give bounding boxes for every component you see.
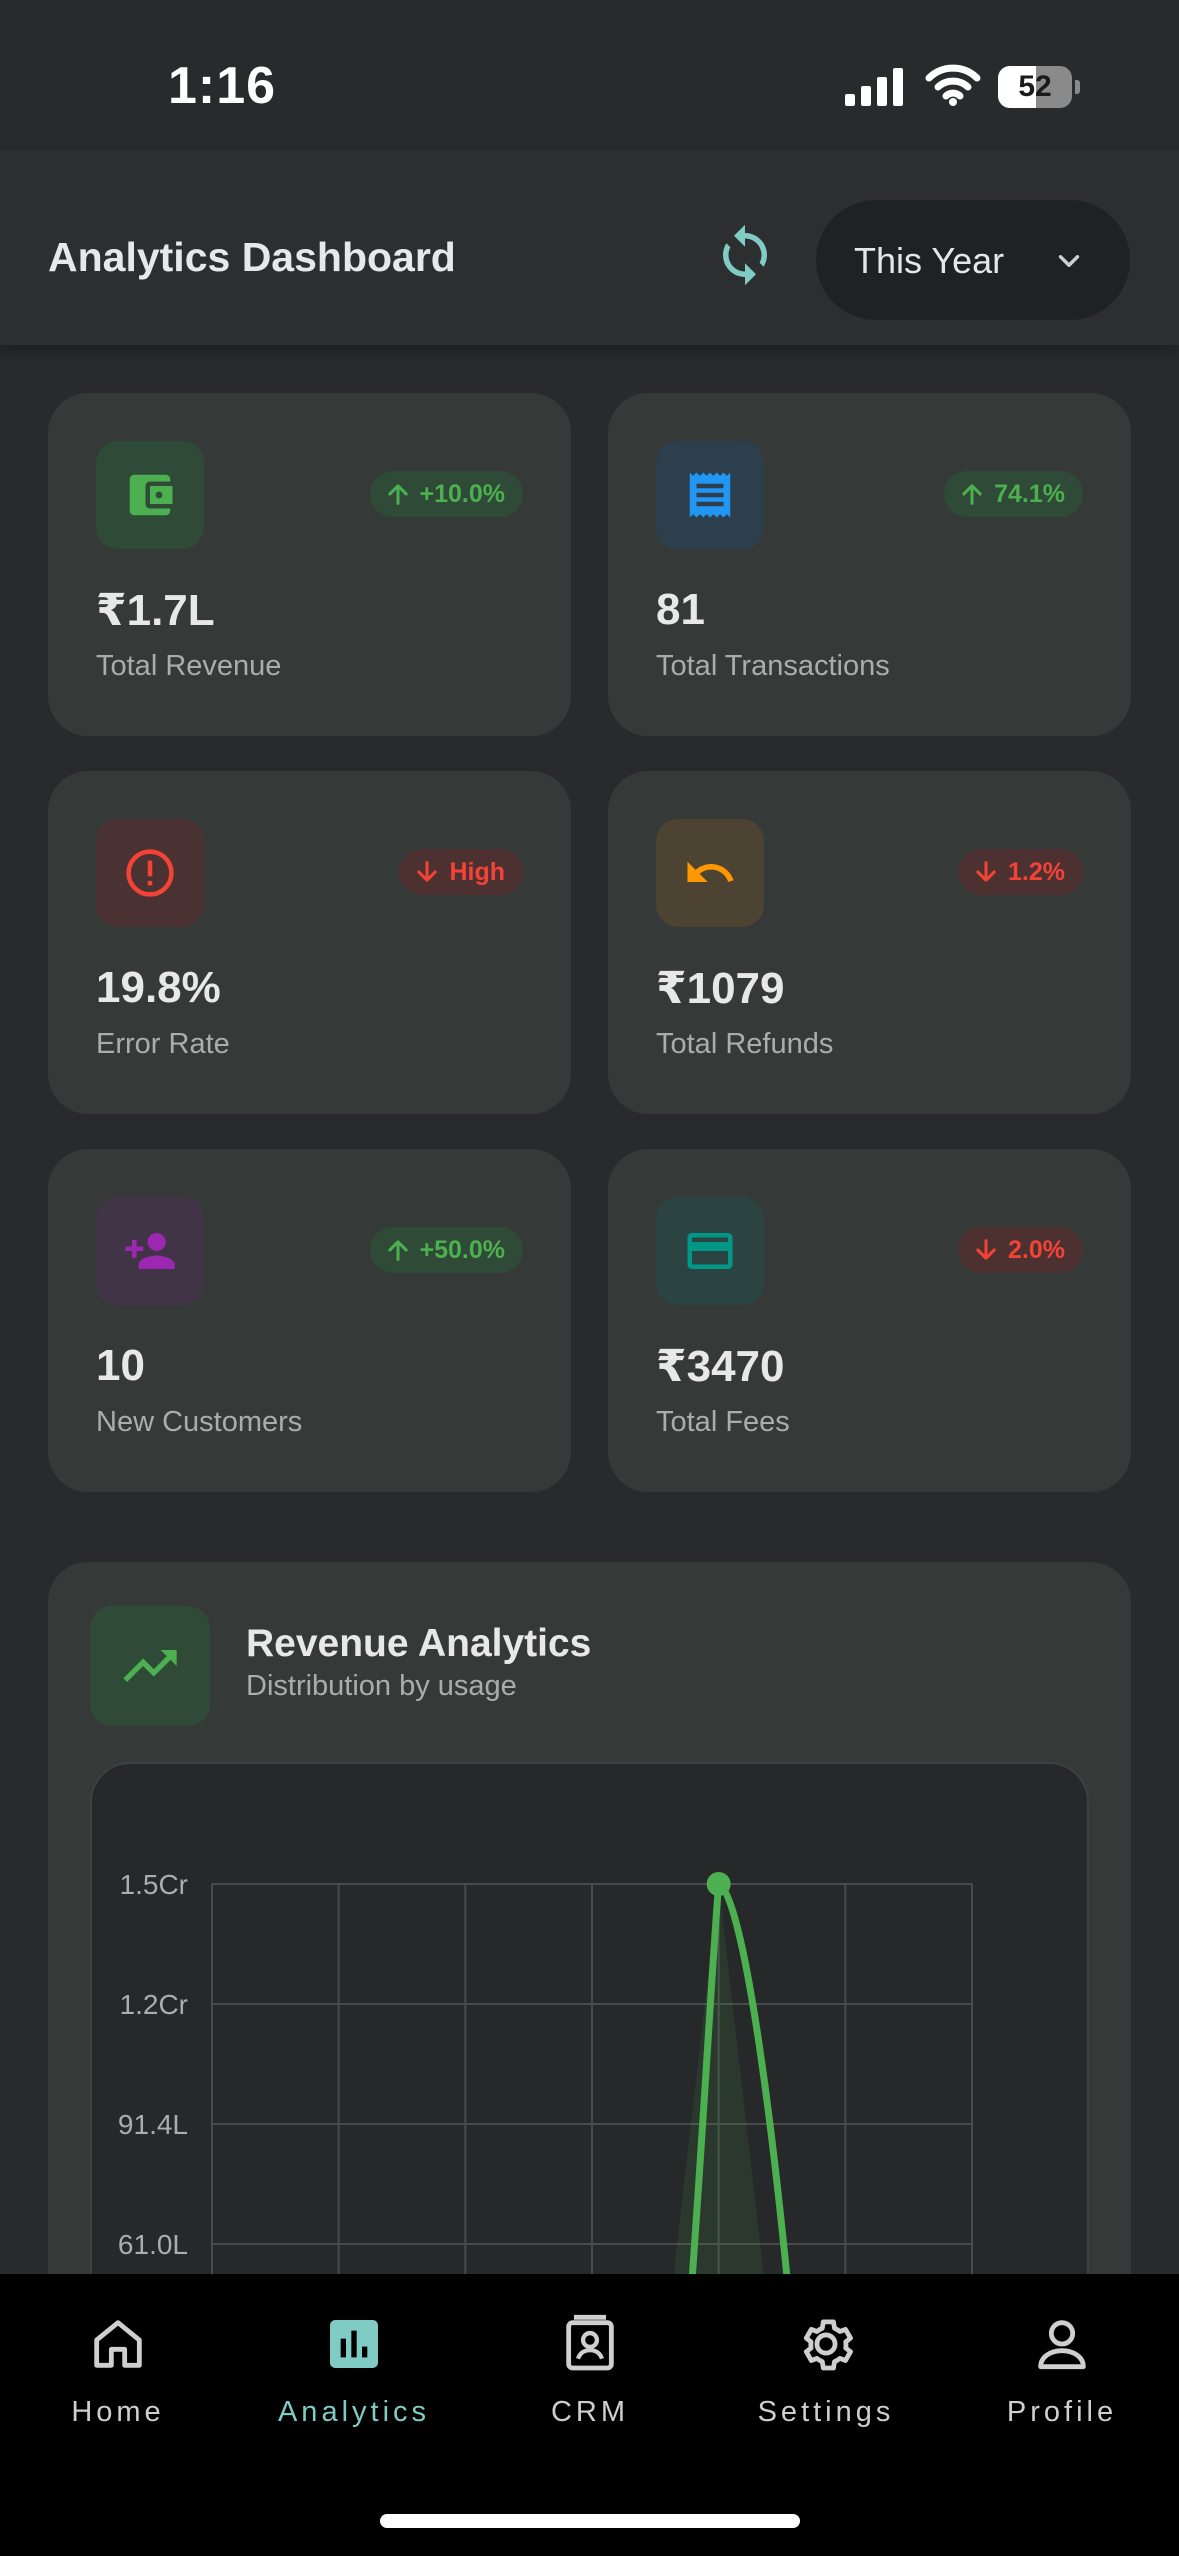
person-icon	[1038, 2320, 1086, 2370]
page-title: Analytics Dashboard	[48, 234, 456, 280]
stat-value: ₹1.7L	[96, 586, 215, 635]
stat-value: ₹3470	[656, 1342, 785, 1391]
battery-level: 52	[1018, 70, 1052, 103]
nav-item-analytics[interactable]: Analytics	[236, 2274, 472, 2444]
home-indicator	[380, 2514, 800, 2528]
arrow-up-icon	[962, 484, 982, 505]
y-tick-label: 1.2Cr	[120, 1989, 188, 2020]
trend-badge: +10.0%	[369, 471, 523, 517]
status-time: 1:16	[168, 57, 277, 115]
gear-icon	[803, 2319, 853, 2371]
trend-badge: +50.0%	[369, 1227, 523, 1273]
wifi-icon	[925, 64, 981, 106]
trend-badge: 1.2%	[958, 849, 1083, 895]
arrow-down-icon	[417, 861, 438, 882]
stat-value: 81	[656, 585, 705, 634]
stat-label: New Customers	[96, 1406, 303, 1438]
battery-icon: 52	[998, 66, 1080, 108]
nav-label: Profile	[1006, 2396, 1118, 2428]
section-title: Revenue Analytics	[246, 1622, 592, 1665]
stat-card-total-fees[interactable]: 2.0% ₹3470 Total Fees	[608, 1149, 1131, 1492]
nav-label: Analytics	[277, 2396, 431, 2428]
stat-card-total-transactions[interactable]: 74.1% 81 Total Transactions	[608, 393, 1131, 736]
chevron-down-icon	[1058, 255, 1080, 267]
home-icon	[94, 2320, 142, 2368]
stat-value: 19.8%	[96, 963, 221, 1012]
nav-item-settings[interactable]: Settings	[708, 2274, 944, 2444]
refresh-icon[interactable]	[712, 222, 778, 288]
nav-label: CRM	[550, 2396, 630, 2428]
stat-value: 10	[96, 1341, 145, 1390]
trend-badge: 2.0%	[958, 1227, 1083, 1273]
period-value: This Year	[854, 240, 1005, 281]
arrow-up-icon	[387, 1240, 408, 1261]
trend-badge: 74.1%	[944, 471, 1083, 517]
app-header: Analytics Dashboard This Year	[0, 150, 1179, 345]
stat-card-total-revenue[interactable]: +10.0% ₹1.7L Total Revenue	[48, 393, 571, 736]
nav-label: Home	[71, 2396, 165, 2428]
nav-item-crm[interactable]: CRM	[472, 2274, 708, 2444]
analytics-icon	[330, 2320, 378, 2368]
bottom-navigation: Home Analytics CRM Settings Profile	[0, 2274, 1179, 2556]
error-icon	[96, 819, 204, 927]
receipt-icon	[656, 441, 764, 549]
battery-fill	[998, 66, 1036, 108]
stat-card-total-refunds[interactable]: 1.2% ₹1079 Total Refunds	[608, 771, 1131, 1114]
y-tick-label: 1.5Cr	[120, 1869, 188, 1900]
arrow-up-icon	[387, 484, 408, 505]
person-add-icon	[96, 1197, 204, 1305]
arrow-down-icon	[976, 861, 996, 882]
y-tick-label: 61.0L	[118, 2229, 188, 2260]
wallet-icon	[96, 441, 204, 549]
stat-label: Error Rate	[96, 1028, 230, 1060]
section-subtitle: Distribution by usage	[246, 1670, 517, 1702]
nav-item-home[interactable]: Home	[0, 2274, 236, 2444]
stat-label: Total Fees	[656, 1406, 790, 1438]
stat-card-new-customers[interactable]: +50.0% 10 New Customers	[48, 1149, 571, 1492]
stat-label: Total Transactions	[656, 650, 890, 682]
cellular-signal-icon	[845, 68, 903, 106]
trend-badge: High	[399, 849, 523, 895]
stat-label: Total Revenue	[96, 650, 282, 682]
stat-value: ₹1079	[656, 964, 785, 1013]
nav-item-profile[interactable]: Profile	[944, 2274, 1179, 2444]
period-dropdown[interactable]: This Year	[816, 200, 1130, 320]
arrow-down-icon	[976, 1239, 996, 1260]
y-tick-label: 91.4L	[118, 2109, 188, 2140]
trending-up-icon	[90, 1606, 210, 1726]
stat-label: Total Refunds	[656, 1028, 834, 1060]
status-bar: 1:16 52	[0, 0, 1179, 150]
data-point	[706, 1872, 731, 1896]
undo-icon	[656, 819, 764, 927]
stat-card-error-rate[interactable]: High 19.8% Error Rate	[48, 771, 571, 1114]
nav-label: Settings	[757, 2396, 895, 2428]
contact-card-icon	[566, 2314, 614, 2371]
credit-card-icon	[656, 1197, 764, 1305]
